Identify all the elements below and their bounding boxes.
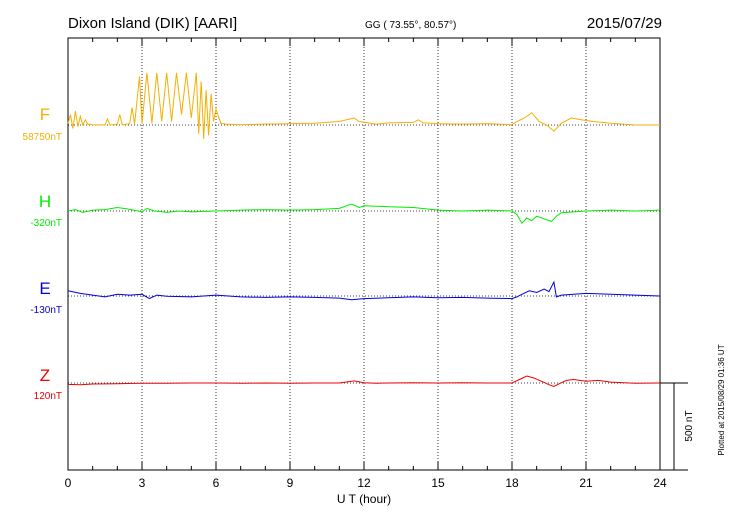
x-tick-label: 24 (653, 476, 667, 490)
plot-date: 2015/07/29 (587, 15, 662, 32)
traces (67, 72, 661, 388)
baseline-value-f: 58750nT (23, 132, 62, 143)
trace-f (67, 72, 660, 139)
x-ticks: 0 3 6 9 12 15 18 21 24 (65, 38, 667, 490)
x-tick-label: 3 (139, 476, 146, 490)
x-tick-label: 9 (287, 476, 294, 490)
x-tick-label: 6 (213, 476, 220, 490)
x-tick-label: 0 (65, 476, 72, 490)
station-title: Dixon Island (DIK) [AARI] (68, 15, 237, 32)
x-tick-label: 12 (357, 476, 371, 490)
baseline-value-e: -130nT (30, 305, 62, 316)
trace-e (67, 280, 661, 301)
plotted-at-note: Plotted at 2015/08/29 01:36 UT (717, 344, 726, 455)
channel-name-f: F (40, 105, 50, 124)
grid-lines (141, 38, 587, 470)
trace-h (67, 203, 661, 225)
x-axis-label: U T (hour) (337, 492, 391, 506)
trace-z (67, 375, 661, 388)
baseline-value-z: 120nT (34, 391, 62, 402)
channel-labels: F 58750nT H -320nT E -130nT Z 120nT (23, 105, 62, 402)
channel-name-h: H (39, 192, 51, 211)
x-tick-label: 15 (431, 476, 445, 490)
baseline-value-h: -320nT (30, 218, 62, 229)
station-coords: GG ( 73.55°, 80.57°) (365, 20, 456, 31)
x-tick-label: 21 (579, 476, 593, 490)
scale-bar-label: 500 nT (684, 410, 695, 441)
channel-name-z: Z (40, 366, 50, 385)
scale-bar: 500 nT (660, 382, 695, 471)
x-tick-label: 18 (505, 476, 519, 490)
channel-name-e: E (39, 279, 50, 298)
